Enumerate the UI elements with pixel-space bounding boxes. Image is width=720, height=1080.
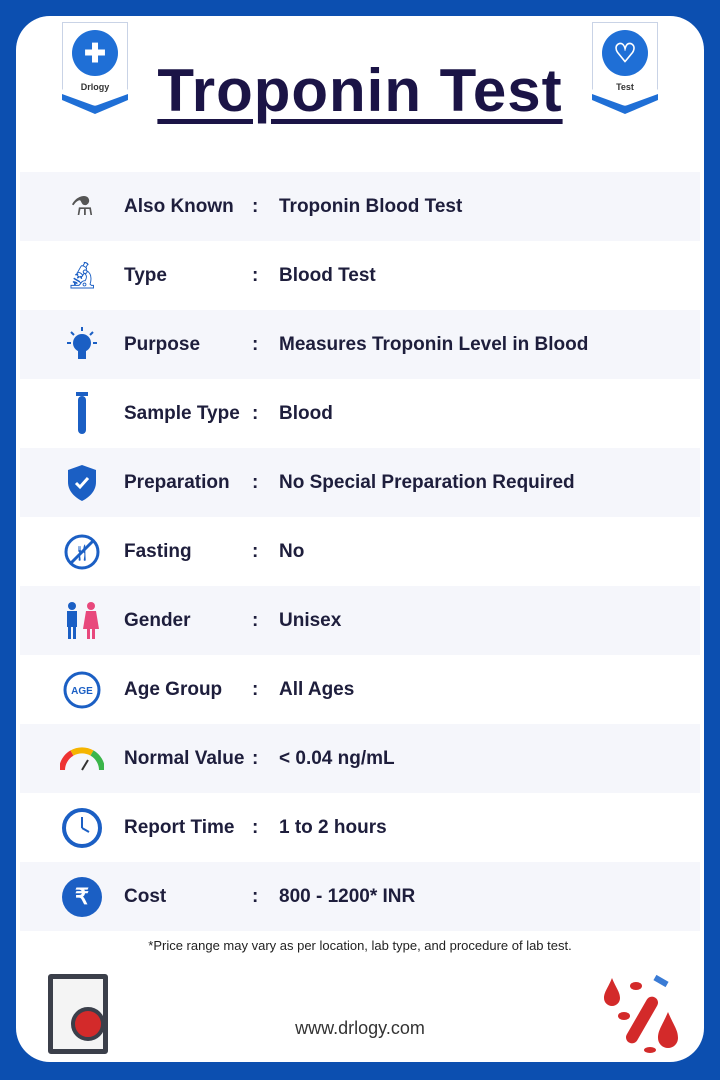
lightbulb-icon [60, 323, 104, 367]
row-label: Fasting [124, 540, 192, 562]
row-value: Measures Troponin Level in Blood [279, 333, 589, 355]
logo-text: Drlogy [80, 82, 110, 92]
row-label: Gender [124, 609, 191, 631]
colon: : [252, 540, 259, 562]
row-value: All Ages [279, 678, 355, 700]
colon: : [252, 402, 259, 424]
row-report-time: Report Time:1 to 2 hours [20, 793, 700, 862]
row-fasting: 🍴︎ Fasting: No [20, 517, 700, 586]
row-label: Cost [124, 885, 167, 907]
svg-text:AGE: AGE [71, 686, 93, 697]
colon: : [252, 678, 259, 700]
colon: : [252, 747, 259, 769]
page-title: Troponin Test [157, 57, 563, 124]
row-label: Age Group [124, 678, 223, 700]
colon: : [252, 333, 259, 355]
row-value: 800 - 1200* INR [279, 885, 416, 907]
row-value: < 0.04 ng/mL [279, 747, 395, 769]
gauge-icon [60, 737, 104, 781]
price-disclaimer: *Price range may vary as per location, l… [148, 938, 572, 953]
website-link[interactable]: www.drlogy.com [295, 1018, 425, 1038]
hands-heart-icon: ♡ [602, 30, 648, 76]
medical-cross-icon: ✚ [72, 30, 118, 76]
row-label: Type [124, 264, 167, 286]
row-purpose: Purpose: Measures Troponin Level in Blood [20, 310, 700, 379]
badge-text: Test [616, 82, 634, 92]
colon: : [252, 609, 259, 631]
row-label: Normal Value [124, 747, 245, 769]
infographic-card: ✚ Drlogy ♡ Test Troponin Test ⚗ Also Know… [16, 16, 704, 1062]
row-also-known: ⚗ Also Known: Troponin Blood Test [20, 172, 700, 241]
row-sample-type: Sample Type: Blood [20, 379, 700, 448]
row-value: Blood Test [279, 264, 376, 286]
clipboard-magnifier-icon [48, 974, 108, 1054]
row-cost: ₹ Cost:800 - 1200* INR [20, 862, 700, 931]
age-icon: AGE [60, 668, 104, 712]
blood-sample-icon [604, 974, 678, 1053]
colon: : [252, 885, 259, 907]
row-value: Unisex [279, 609, 342, 631]
row-label: Sample Type [124, 402, 240, 424]
rupee-icon: ₹ [60, 875, 104, 919]
test-badge: ♡ Test [592, 22, 658, 116]
test-tube-icon [60, 391, 104, 436]
clock-icon [60, 806, 104, 850]
row-value: No Special Preparation Required [279, 471, 575, 493]
shield-check-icon [60, 461, 104, 505]
row-label: Purpose [124, 333, 201, 355]
fork-knife-icon: 🍴︎ [60, 530, 104, 574]
microscope-icon: 🔬︎ [65, 260, 99, 290]
row-type: 🔬︎ Type: Blood Test [20, 241, 700, 310]
row-gender: Gender: Unisex [20, 586, 700, 655]
row-value: Blood [279, 402, 333, 424]
row-preparation: Preparation: No Special Preparation Requi… [20, 448, 700, 517]
info-table: ⚗ Also Known: Troponin Blood Test 🔬︎ Type: B… [20, 172, 700, 931]
svg-text:🍴︎: 🍴︎ [72, 544, 92, 562]
drlogy-logo-badge: ✚ Drlogy [62, 22, 128, 116]
row-value: 1 to 2 hours [279, 816, 387, 838]
row-label: Preparation [124, 471, 230, 493]
colon: : [252, 264, 259, 286]
row-label: Report Time [124, 816, 235, 838]
row-value: No [279, 540, 305, 562]
row-value: Troponin Blood Test [279, 195, 463, 217]
row-normal-value: Normal Value: < 0.04 ng/mL [20, 724, 700, 793]
colon: : [252, 471, 259, 493]
colon: : [252, 816, 259, 838]
male-female-icon [60, 599, 104, 643]
row-age-group: AGE Age Group: All Ages [20, 655, 700, 724]
colon: : [252, 195, 259, 217]
flask-check-icon: ⚗ [70, 191, 94, 221]
row-label: Also Known [124, 195, 234, 217]
